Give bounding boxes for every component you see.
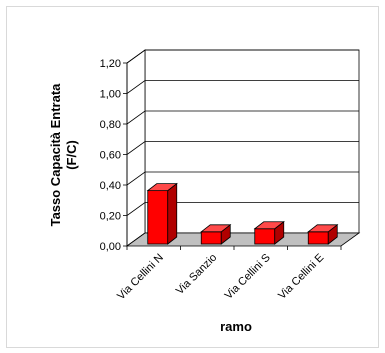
y-tick-label: 1,00 bbox=[100, 89, 121, 101]
x-tick-label: Via Cellini S bbox=[223, 252, 273, 302]
x-tick-label: Via Sanzio bbox=[174, 252, 220, 298]
x-tick-label: Via Cellini N bbox=[115, 252, 166, 303]
gridline bbox=[126, 80, 359, 94]
bar bbox=[307, 231, 329, 245]
y-tick-label: 0,60 bbox=[100, 150, 121, 162]
gridline bbox=[126, 141, 359, 155]
y-axis-title-unit: (F/C) bbox=[64, 140, 79, 170]
bar-top bbox=[253, 221, 285, 230]
gridline bbox=[126, 202, 359, 216]
y-tick-label: 0,80 bbox=[100, 119, 121, 131]
bar-top bbox=[200, 224, 232, 233]
y-tick-label: 0,40 bbox=[100, 180, 121, 192]
gridline bbox=[126, 49, 359, 64]
gridline bbox=[126, 110, 359, 125]
bar-top bbox=[307, 224, 339, 233]
y-tick-label: 0,20 bbox=[100, 211, 121, 223]
y-tick-label: 0,00 bbox=[100, 241, 121, 253]
bar bbox=[200, 231, 222, 245]
y-axis-title: Tasso Capacità Entrata bbox=[48, 83, 63, 227]
chart-floor bbox=[125, 232, 361, 247]
x-tick-labels: Via Cellini N Via Sanzio Via Cellini S Via … bbox=[115, 246, 342, 303]
y-tick-label: 1,20 bbox=[100, 58, 121, 70]
bars-layer bbox=[146, 182, 339, 245]
bar bbox=[147, 190, 169, 245]
gridline bbox=[126, 171, 359, 186]
x-tick-label: Via Cellini E bbox=[276, 252, 326, 302]
bar-top bbox=[146, 183, 178, 192]
x-axis-title: ramo bbox=[220, 319, 252, 334]
bar-side bbox=[167, 182, 178, 245]
bar bbox=[254, 228, 276, 245]
y-tick-labels: 0,00 0,20 0,40 0,60 0,80 1,00 1,20 bbox=[100, 58, 127, 253]
